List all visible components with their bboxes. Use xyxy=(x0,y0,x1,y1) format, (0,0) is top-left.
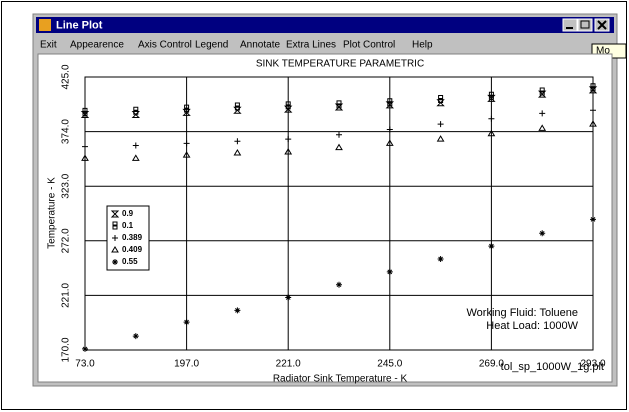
y-tick-label: 323.0 xyxy=(61,173,72,198)
marker xyxy=(183,319,190,326)
annotation: Heat Load: 1000W xyxy=(486,320,578,332)
marker xyxy=(386,126,393,133)
menu-item[interactable]: Axis Control xyxy=(138,40,192,51)
menu-item[interactable]: Annotate xyxy=(240,40,280,51)
marker xyxy=(539,87,545,96)
marker xyxy=(285,136,292,143)
marker xyxy=(590,107,596,114)
marker xyxy=(387,98,393,107)
legend-label: 0.1 xyxy=(122,221,134,230)
title-bar xyxy=(36,17,614,33)
menu-item[interactable]: Plot Control xyxy=(343,40,395,51)
marker xyxy=(436,135,445,142)
x-tick-label: 293.0 xyxy=(580,359,605,370)
legend-label: 0.55 xyxy=(122,257,138,266)
marker xyxy=(590,216,596,223)
legend-marker xyxy=(110,210,120,218)
marker xyxy=(284,147,293,155)
plot: 170.0 221.0 272.0 323.0 374.0 425.0 73.0 197.0 2… xyxy=(61,64,606,373)
y-tick-label: 221.0 xyxy=(61,282,72,307)
marker xyxy=(437,256,444,262)
menu-item[interactable]: Legend xyxy=(195,40,228,51)
marker xyxy=(234,307,241,314)
x-tick-label: 197.0 xyxy=(174,359,199,370)
menu-item[interactable]: Exit xyxy=(40,40,57,51)
marker xyxy=(234,138,241,145)
marker xyxy=(132,333,139,340)
marker xyxy=(182,151,191,158)
marker xyxy=(285,101,291,110)
plot-border xyxy=(84,76,594,351)
legend-label: 0.409 xyxy=(122,245,143,254)
annotation: tol_sp_1000W_1g.plt xyxy=(501,361,604,373)
marker xyxy=(234,102,240,111)
legend-marker xyxy=(111,246,119,253)
menu-item[interactable]: Extra Lines xyxy=(286,40,336,51)
window-buttons xyxy=(562,18,610,32)
y-tick-label: 272.0 xyxy=(61,228,72,253)
window-title: Line Plot xyxy=(56,19,103,31)
app-icon xyxy=(39,19,51,31)
x-axis-label: Radiator Sink Temperature - K xyxy=(273,374,408,385)
marker xyxy=(590,83,596,92)
marker xyxy=(336,100,342,109)
marker xyxy=(184,104,190,113)
legend: 0.9 0.1 0.389 0.409 0.55 xyxy=(106,205,150,271)
marker xyxy=(589,120,597,127)
legend-marker xyxy=(112,259,118,265)
marker xyxy=(488,115,495,122)
marker xyxy=(133,106,139,115)
marker xyxy=(488,243,495,250)
marker xyxy=(487,129,496,137)
x-tick-label: 269.0 xyxy=(479,359,504,370)
marker xyxy=(335,143,343,151)
marker xyxy=(538,124,547,131)
y-axis-label: Temperature - K xyxy=(47,177,58,249)
marker xyxy=(539,230,546,237)
legend-marker xyxy=(112,221,118,230)
legend-label: 0.389 xyxy=(122,233,143,242)
x-tick-label: 245.0 xyxy=(377,359,402,370)
marker xyxy=(336,131,342,138)
marker xyxy=(183,140,190,147)
x-tick-label: 221.0 xyxy=(276,359,301,370)
legend-label: 0.9 xyxy=(122,209,134,218)
tooltip-text: Mo xyxy=(596,46,610,57)
marker xyxy=(385,139,394,146)
marker xyxy=(437,121,444,128)
x-tick-label: 73.0 xyxy=(75,359,95,370)
legend-marker xyxy=(112,235,118,241)
marker xyxy=(336,281,342,288)
y-tick-label: 170.0 xyxy=(61,337,72,362)
chart-title: SINK TEMPERATURE PARAMETRIC xyxy=(256,59,424,70)
marker xyxy=(386,268,393,275)
marker xyxy=(285,294,292,301)
marker xyxy=(539,110,546,117)
marker xyxy=(82,143,88,150)
menu-item[interactable]: Help xyxy=(412,40,433,51)
marker xyxy=(488,91,494,100)
marker xyxy=(132,142,139,149)
marker xyxy=(81,154,89,161)
marker xyxy=(233,149,242,156)
menu-item[interactable]: Appearence xyxy=(70,40,124,51)
marker xyxy=(438,94,444,103)
minimize-button[interactable] xyxy=(562,18,578,32)
menu-bar: Exit Appearence Axis Control Legend Annotate… xyxy=(40,40,433,51)
marker xyxy=(82,345,88,352)
y-tick-label: 425.0 xyxy=(61,64,72,89)
annotation: Working Fluid: Toluene xyxy=(467,307,579,319)
y-tick-label: 374.0 xyxy=(61,119,72,144)
marker xyxy=(82,107,88,116)
marker xyxy=(131,154,140,161)
